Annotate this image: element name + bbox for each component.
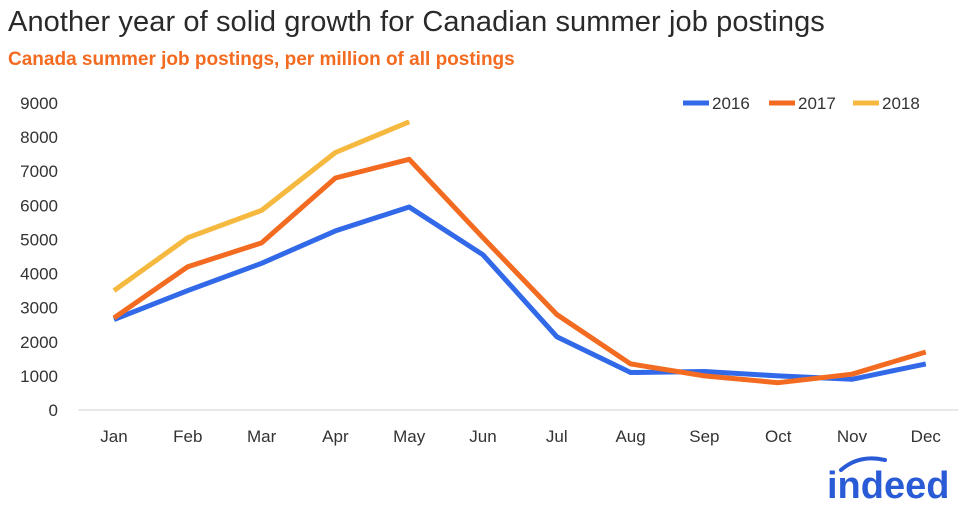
legend-label-2018: 2018 xyxy=(882,94,920,113)
legend-label-2016: 2016 xyxy=(712,94,750,113)
x-tick-label: Dec xyxy=(911,427,942,446)
y-tick-label: 1000 xyxy=(20,367,58,386)
series-layer xyxy=(112,119,927,386)
y-tick-label: 4000 xyxy=(20,265,58,284)
x-tick-label: Apr xyxy=(322,427,349,446)
y-tick-label: 2000 xyxy=(20,333,58,352)
series-line-2017 xyxy=(112,156,927,386)
y-tick-label: 6000 xyxy=(20,196,58,215)
y-tick-label: 8000 xyxy=(20,128,58,147)
logo-wordmark: indeed xyxy=(827,465,949,502)
x-tick-label: Mar xyxy=(247,427,277,446)
chart-subtitle: Canada summer job postings, per million … xyxy=(8,49,515,70)
y-tick-label: 9000 xyxy=(20,94,58,113)
x-tick-label: Oct xyxy=(765,427,792,446)
x-tick-label: Nov xyxy=(837,427,868,446)
indeed-logo: indeed xyxy=(827,456,949,502)
y-tick-label: 0 xyxy=(49,401,58,420)
y-axis: 0 1000 2000 3000 4000 5000 6000 7000 8000 9000 xyxy=(20,94,58,420)
y-tick-label: 5000 xyxy=(20,230,58,249)
y-tick-label: 7000 xyxy=(20,162,58,181)
x-tick-label: May xyxy=(393,427,426,446)
series-line-2016 xyxy=(113,204,927,382)
x-tick-label: Feb xyxy=(173,427,202,446)
x-tick-label: Jul xyxy=(546,427,568,446)
x-axis: Jan Feb Mar Apr May Jun Jul Aug Sep Oct Nov Dec xyxy=(100,427,941,446)
legend: 2016 2017 2018 xyxy=(683,94,920,113)
chart-title: Another year of solid growth for Canadia… xyxy=(8,6,825,38)
series-line-2018 xyxy=(112,119,411,293)
x-tick-label: Sep xyxy=(689,427,719,446)
x-tick-label: Jan xyxy=(100,427,127,446)
x-tick-label: Jun xyxy=(469,427,496,446)
x-tick-label: Aug xyxy=(615,427,645,446)
legend-label-2017: 2017 xyxy=(798,94,836,113)
y-tick-label: 3000 xyxy=(20,299,58,318)
logo-arc xyxy=(839,456,887,472)
